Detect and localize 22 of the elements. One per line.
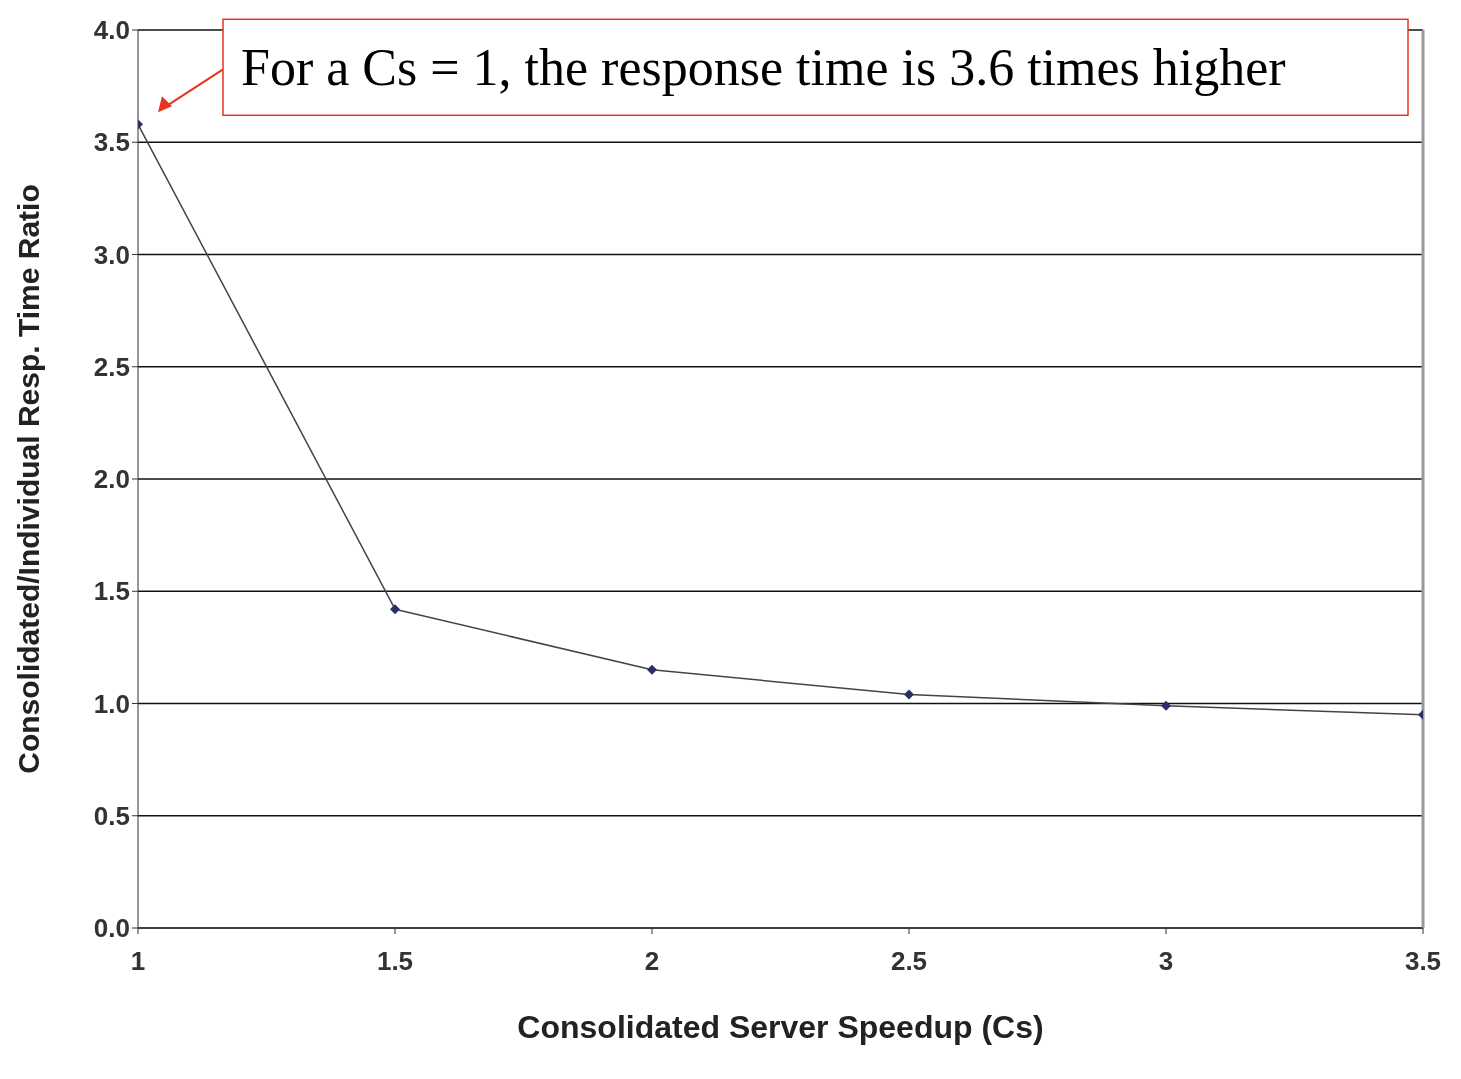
x-tick-label: 2: [644, 946, 660, 977]
x-tick-label: 2.5: [890, 946, 928, 977]
y-tick-label: 0.0: [93, 913, 130, 944]
y-tick-label: 2.0: [93, 464, 130, 495]
y-tick-label: 3.0: [93, 239, 130, 270]
point: [647, 664, 657, 675]
y-tick-label: 3.5: [93, 127, 130, 158]
point: [1161, 700, 1171, 711]
annotation: For a Cs = 1, the response time is 3.6 times higher: [241, 39, 1286, 97]
x-axis-title: Consolidated Server Speedup (Cs): [517, 1009, 1044, 1045]
y-tick-label: 0.5: [93, 800, 130, 831]
y-tick-label: 2.5: [93, 351, 130, 382]
point: [390, 604, 400, 615]
y-tick-label: 4.0: [93, 15, 130, 46]
x-tick-label: 3: [1158, 946, 1174, 977]
y-tick-label: 1.0: [93, 688, 130, 719]
x-tick-label: 1.5: [376, 946, 414, 977]
y-axis-title: Consolidated/Individual Resp. Time Ratio: [11, 184, 45, 774]
y-tick-label: 1.5: [93, 576, 130, 607]
x-tick-label: 3.5: [1404, 946, 1442, 977]
x-tick-label: 1: [130, 946, 146, 977]
point: [904, 689, 914, 700]
